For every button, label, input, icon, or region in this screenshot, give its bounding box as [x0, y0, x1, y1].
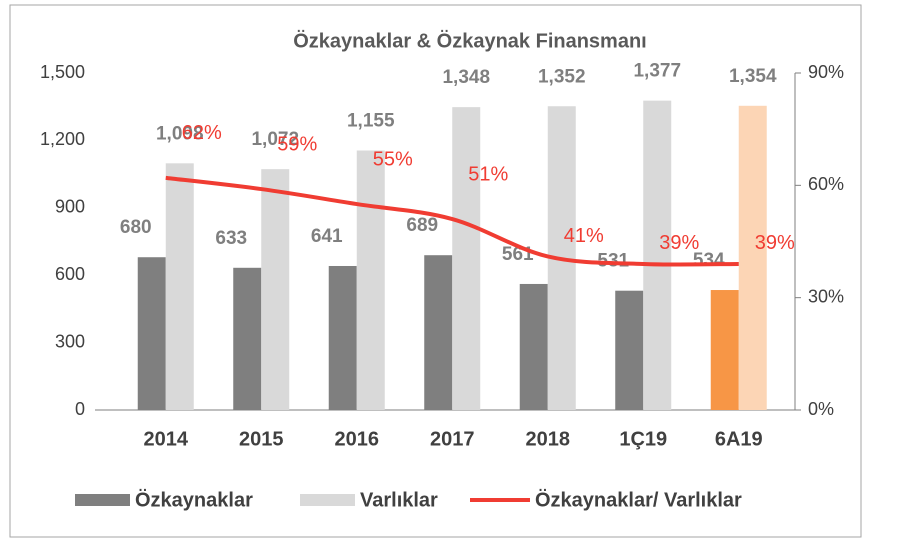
- y2-tick-label: 0%: [808, 399, 834, 419]
- y-tick-label: 600: [55, 264, 85, 284]
- data-label: 680: [120, 217, 152, 238]
- y2-tick-label: 60%: [808, 174, 844, 194]
- y-tick-label: 1,500: [40, 62, 85, 82]
- y-tick-label: 1,200: [40, 129, 85, 149]
- y-tick-label: 900: [55, 197, 85, 217]
- data-label: 55%: [373, 148, 413, 170]
- bar: [710, 290, 739, 410]
- bar: [165, 163, 194, 410]
- bar: [233, 267, 262, 410]
- x-tick-label: 6A19: [715, 428, 763, 450]
- chart-title: Özkaynaklar & Özkaynak Finansmanı: [293, 29, 647, 52]
- y2-tick-label: 90%: [808, 62, 844, 82]
- y-tick-label: 300: [55, 331, 85, 351]
- x-tick-label: 2016: [335, 428, 380, 450]
- data-label: 641: [311, 226, 343, 247]
- y2-tick-label: 30%: [808, 286, 844, 306]
- legend-label: Varlıklar: [360, 489, 438, 511]
- data-label: 1,072: [251, 129, 299, 150]
- legend-label: Özkaynaklar/ Varlıklar: [535, 488, 742, 511]
- bar: [615, 290, 644, 410]
- data-label: 1,098: [156, 123, 204, 144]
- data-label: 689: [406, 215, 438, 236]
- data-label: 39%: [659, 232, 699, 254]
- bar: [452, 107, 481, 411]
- data-label: 1,377: [633, 61, 681, 82]
- x-tick-label: 1Ç19: [619, 428, 667, 450]
- bar: [519, 283, 548, 410]
- bar: [328, 265, 357, 410]
- data-label: 633: [215, 228, 247, 249]
- bar: [424, 255, 453, 410]
- bar: [643, 100, 672, 410]
- bar: [356, 150, 385, 410]
- bar: [137, 257, 166, 410]
- legend-swatch: [300, 494, 355, 506]
- data-label: 1,155: [347, 111, 395, 132]
- data-label: 62%: [182, 122, 222, 144]
- bar: [738, 105, 767, 410]
- data-label: 51%: [468, 163, 508, 185]
- x-tick-label: 2017: [430, 428, 475, 450]
- data-label: 1,354: [729, 66, 777, 87]
- bar: [261, 169, 290, 410]
- x-tick-label: 2015: [239, 428, 284, 450]
- data-label: 39%: [755, 232, 795, 254]
- data-label: 1,352: [538, 66, 586, 87]
- x-tick-label: 2018: [526, 428, 571, 450]
- line: [165, 175, 739, 267]
- data-label: 59%: [277, 133, 317, 155]
- data-label: 1,348: [442, 67, 490, 88]
- legend-swatch: [75, 494, 130, 506]
- data-label: 41%: [564, 225, 604, 247]
- y-tick-label: 0: [75, 399, 85, 419]
- x-tick-label: 2014: [144, 428, 189, 450]
- legend-label: Özkaynaklar: [135, 488, 253, 511]
